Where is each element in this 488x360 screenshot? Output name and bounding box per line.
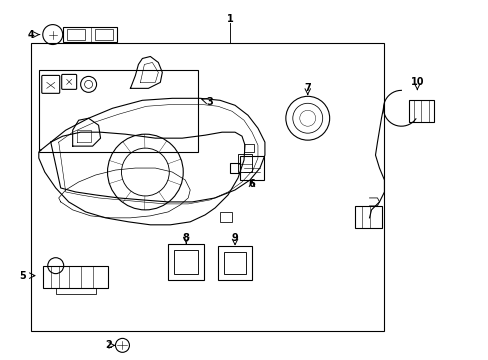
Bar — [31, 42, 384, 332]
Text: 9: 9 — [231, 233, 238, 243]
Text: 5: 5 — [20, 271, 26, 281]
Bar — [238, 154, 251, 172]
Text: 4: 4 — [27, 30, 34, 40]
Bar — [354, 206, 382, 228]
Bar — [39, 71, 198, 152]
Bar — [56, 288, 95, 293]
Bar — [62, 27, 117, 41]
Bar — [244, 144, 253, 152]
Bar — [224, 252, 245, 274]
Bar — [174, 250, 198, 274]
Text: 7: 7 — [304, 84, 310, 93]
Bar — [220, 212, 232, 222]
Text: 2: 2 — [105, 340, 112, 350]
Bar — [229, 163, 240, 173]
Bar — [168, 244, 203, 280]
Bar — [66, 28, 84, 40]
Text: 6: 6 — [248, 179, 255, 189]
Bar — [218, 246, 251, 280]
Text: 8: 8 — [183, 233, 189, 243]
Text: 3: 3 — [206, 97, 213, 107]
Bar — [240, 156, 264, 180]
Bar — [94, 28, 112, 40]
Bar — [42, 266, 107, 288]
Text: 1: 1 — [226, 14, 233, 24]
Text: 10: 10 — [410, 77, 423, 87]
Bar — [408, 100, 433, 122]
